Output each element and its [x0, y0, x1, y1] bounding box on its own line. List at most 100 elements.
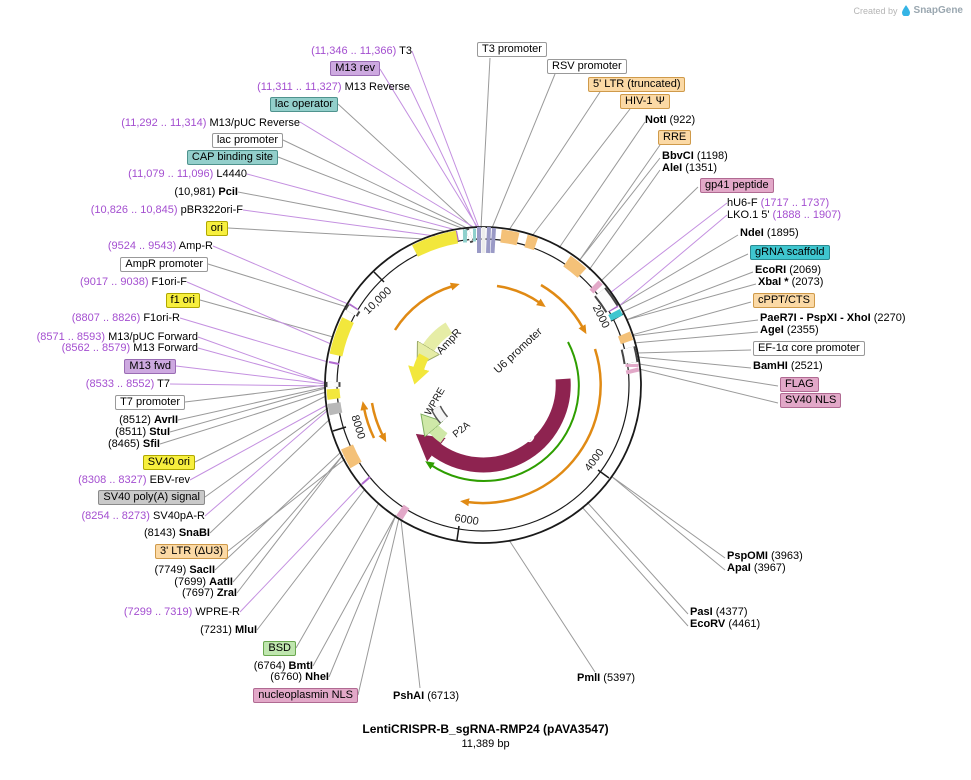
feature-arrow-f1-ori-inner[interactable] — [408, 353, 430, 385]
label-enzyme-agei[interactable]: AgeI (2355) — [760, 323, 819, 337]
feature-arc-hiv1-psi[interactable] — [524, 234, 539, 251]
label-feature-gp41-peptide[interactable]: gp41 peptide — [700, 178, 774, 193]
label-feature-ampr-promoter[interactable]: AmpR promoter — [120, 257, 208, 272]
label-enzyme-pmli[interactable]: PmlI (5397) — [577, 671, 635, 685]
label-primer-m13-puc-reverse[interactable]: (11,292 .. 11,314) M13/pUC Reverse — [121, 116, 300, 130]
label-enzyme-ndei[interactable]: NdeI (1895) — [740, 226, 799, 240]
feature-arrow-bsd[interactable] — [432, 427, 448, 443]
label-enzyme-aatii[interactable]: (7699) AatII — [174, 575, 233, 589]
label-feature-m13-rev[interactable]: M13 rev — [330, 61, 380, 76]
label-feature-t3-promoter[interactable]: T3 promoter — [477, 42, 547, 57]
label-feature-nucleoplasmin-nls[interactable]: nucleoplasmin NLS — [253, 688, 358, 703]
label-enzyme-alei[interactable]: AleI (1351) — [662, 161, 717, 175]
label-enzyme-apai[interactable]: ApaI (3967) — [727, 561, 786, 575]
feature-arc-lac-promoter[interactable] — [466, 229, 473, 242]
label-enzyme-zrai[interactable]: (7697) ZraI — [182, 586, 237, 600]
enzyme-name: BamHI — [753, 360, 788, 372]
label-enzyme-avrii[interactable]: (8512) AvrII — [119, 413, 178, 427]
label-feature-3ltr[interactable]: 3' LTR (ΔU3) — [154, 544, 228, 559]
bp-label-8000: 8000 — [349, 414, 368, 441]
label-feature-lac-promoter[interactable]: lac promoter — [211, 133, 283, 148]
feature-arc-rre[interactable] — [563, 255, 587, 278]
label-enzyme-bamhi[interactable]: BamHI (2521) — [753, 359, 823, 373]
label-primer-wpre-r[interactable]: (7299 .. 7319) WPRE-R — [124, 605, 240, 619]
feature-arc-nucleoplasmin-nls[interactable] — [396, 504, 410, 520]
label-feature-grna-scaffold[interactable]: gRNA scaffold — [750, 245, 830, 260]
label-feature-ef1a-core-promoter[interactable]: EF-1α core promoter — [753, 341, 865, 356]
label-enzyme-paer7i-pspxi-xhoi[interactable]: PaeR7I - PspXI - XhoI (2270) — [760, 311, 906, 325]
feature-arc-sv40-ori[interactable] — [326, 388, 341, 400]
primer-coords: (8533 .. 8552) — [85, 378, 155, 390]
label-feature-f1-ori[interactable]: f1 ori — [165, 293, 200, 308]
label-feature-m13-fwd[interactable]: M13 fwd — [124, 359, 176, 374]
label-enzyme-noti[interactable]: NotI (922) — [645, 113, 695, 127]
promoter-bar-3 — [490, 227, 496, 254]
label-enzyme-mlui[interactable]: (7231) MluI — [200, 623, 257, 637]
label-feature-rsv-promoter[interactable]: RSV promoter — [547, 59, 627, 74]
feature-arc-gp41-peptide[interactable] — [589, 280, 603, 294]
label-primer-m13-puc-forward[interactable]: (8571 .. 8593) M13/pUC Forward — [37, 330, 198, 344]
feature-arc-cppt-cts[interactable] — [617, 331, 634, 345]
leader-lines-gray — [159, 57, 779, 696]
feature-arc-3ltr[interactable] — [341, 444, 362, 469]
label-primer-f1ori-r[interactable]: (8807 .. 8826) F1ori-R — [72, 311, 180, 325]
feature-arc-sv40-nls[interactable] — [625, 367, 640, 375]
feature-arc-u6-promoter[interactable] — [595, 288, 617, 312]
label-enzyme-ecori[interactable]: EcoRI (2069) — [755, 263, 821, 277]
label-primer-m13-reverse[interactable]: (11,311 .. 11,327) M13 Reverse — [257, 80, 410, 94]
label-enzyme-pcii[interactable]: (10,981) PciI — [174, 185, 238, 199]
snapgene-drop-icon — [901, 5, 910, 16]
feature-arc-5ltr[interactable] — [500, 229, 520, 246]
watermark[interactable]: Created by SnapGene — [854, 5, 963, 16]
feature-arc-grna-scaffold[interactable] — [608, 308, 623, 321]
label-enzyme-bmti[interactable]: (6764) BmtI — [254, 659, 313, 673]
label-primer-pbr322ori-f[interactable]: (10,826 .. 10,845) pBR322ori-F — [91, 203, 243, 217]
plasmid-backbone-inner — [336, 238, 630, 532]
feature-box: gRNA scaffold — [750, 245, 830, 260]
map-label-p2a[interactable]: P2A — [451, 420, 473, 441]
label-primer-f1ori-f[interactable]: (9017 .. 9038) F1ori-F — [80, 275, 187, 289]
feature-arc-ampr-promoter[interactable] — [346, 305, 359, 316]
label-enzyme-bbvci[interactable]: BbvCI (1198) — [662, 149, 728, 163]
label-enzyme-pspomi[interactable]: PspOMI (3963) — [727, 549, 803, 563]
label-feature-sv40-polya[interactable]: SV40 poly(A) signal — [98, 490, 205, 505]
feature-arc-f1-ori[interactable] — [329, 317, 354, 357]
label-enzyme-xbai[interactable]: XbaI * (2073) — [758, 275, 823, 289]
feature-arrow-cas9[interactable] — [415, 378, 571, 473]
label-feature-cap-binding-site[interactable]: CAP binding site — [186, 150, 278, 165]
label-feature-ori[interactable]: ori — [205, 221, 228, 236]
label-feature-lac-operator[interactable]: lac operator — [269, 97, 338, 112]
feature-arc-wpre[interactable] — [432, 406, 448, 423]
label-enzyme-pshai[interactable]: PshAI (6713) — [393, 689, 459, 703]
label-enzyme-sfii[interactable]: (8465) SfiI — [108, 437, 160, 451]
label-feature-rre[interactable]: RRE — [658, 130, 692, 145]
label-enzyme-ecorv[interactable]: EcoRV (4461) — [690, 617, 760, 631]
label-enzyme-snabi[interactable]: (8143) SnaBI — [144, 526, 210, 540]
label-primer-t3[interactable]: (11,346 .. 11,366) T3 — [311, 44, 412, 58]
feature-arc-ef1a-core-promoter[interactable] — [622, 346, 637, 364]
label-feature-flag[interactable]: FLAG — [780, 377, 819, 392]
label-enzyme-sacii[interactable]: (7749) SacII — [154, 563, 215, 577]
label-primer-ebv-rev[interactable]: (8308 .. 8327) EBV-rev — [78, 473, 190, 487]
label-feature-cppt-cts[interactable]: cPPT/CTS — [753, 293, 815, 308]
label-enzyme-pasi[interactable]: PasI (4377) — [690, 605, 748, 619]
label-enzyme-stui[interactable]: (8511) StuI — [115, 425, 170, 439]
feature-arc-ori[interactable] — [412, 230, 459, 257]
label-primer-lko1-5[interactable]: LKO.1 5' (1888 .. 1907) — [727, 208, 841, 222]
label-primer-amp-r[interactable]: (9524 .. 9543) Amp-R — [108, 239, 213, 253]
label-primer-sv40pa-r[interactable]: (8254 .. 8273) SV40pA-R — [81, 509, 205, 523]
feature-arrow-ampr[interactable] — [427, 322, 453, 350]
label-primer-hu6-f[interactable]: hU6-F (1717 .. 1737) — [727, 196, 829, 210]
label-enzyme-nhei[interactable]: (6760) NheI — [270, 670, 329, 684]
label-feature-bsd[interactable]: BSD — [263, 641, 296, 656]
label-feature-t7-promoter[interactable]: T7 promoter — [115, 395, 185, 410]
label-feature-sv40-nls[interactable]: SV40 NLS — [780, 393, 842, 408]
label-feature-sv40-ori[interactable]: SV40 ori — [142, 455, 195, 470]
label-feature-hiv1-psi[interactable]: HIV-1 Ψ — [620, 94, 670, 109]
label-primer-l4440[interactable]: (11,079 .. 11,096) L4440 — [128, 167, 247, 181]
label-primer-m13-forward[interactable]: (8562 .. 8579) M13 Forward — [62, 341, 198, 355]
label-feature-5ltr[interactable]: 5' LTR (truncated) — [588, 77, 686, 92]
label-primer-t7[interactable]: (8533 .. 8552) T7 — [86, 377, 170, 391]
map-label-u6-promoter[interactable]: U6 promoter — [492, 325, 545, 376]
feature-arc-sv40-polya[interactable] — [327, 402, 343, 416]
